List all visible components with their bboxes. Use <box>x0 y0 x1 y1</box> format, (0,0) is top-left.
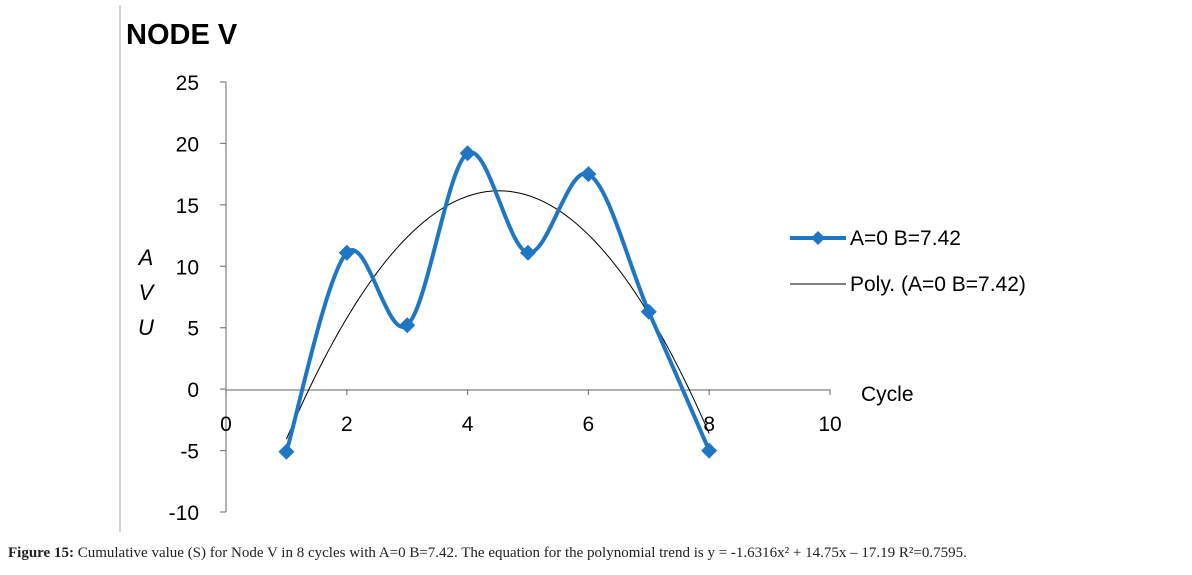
y-ticks: 25 20 15 10 5 0 -5 -10 <box>169 72 226 525</box>
series-a0-b742-line <box>284 150 712 453</box>
series-point <box>278 443 295 460</box>
y-tick-label: 25 <box>176 72 199 95</box>
x-tick-label: 8 <box>703 413 715 436</box>
series-point <box>520 244 536 261</box>
figure-caption: Figure 15: Cumulative value (S) for Node… <box>8 545 1188 562</box>
y-tick-label: 10 <box>176 256 199 279</box>
x-tick-label: 2 <box>341 413 353 436</box>
x-tick-label: 10 <box>818 413 841 436</box>
y-tick-label: 0 <box>187 379 199 402</box>
y-tick-label: 15 <box>176 195 199 218</box>
axes <box>225 82 830 512</box>
series-point <box>580 166 597 183</box>
x-axis-label: Cycle <box>861 383 914 406</box>
chart-title: NODE V <box>126 19 238 51</box>
x-tick-label: 6 <box>583 413 595 436</box>
series-point <box>459 145 476 162</box>
legend-label-poly: Poly. (A=0 B=7.42) <box>850 273 1026 296</box>
series-a0-b742-markers <box>278 145 718 460</box>
legend: A=0 B=7.42 Poly. (A=0 B=7.42) <box>790 227 1026 296</box>
figure-caption-label: Figure 15: <box>8 545 74 561</box>
y-tick-label: 5 <box>187 318 199 341</box>
x-tick-label: 4 <box>462 413 474 436</box>
y-axis-label: AVU <box>137 245 156 340</box>
x-ticks: 0 2 4 6 8 10 <box>220 389 842 436</box>
figure-caption-text: Cumulative value (S) for Node V in 8 cyc… <box>73 545 967 561</box>
legend-marker-a0-b742 <box>811 231 825 245</box>
series-poly-trend-line <box>285 190 710 440</box>
y-axis-label-letter: V <box>139 280 156 305</box>
series-point <box>701 442 718 459</box>
series-point <box>640 303 657 320</box>
x-tick-label: 0 <box>220 413 232 436</box>
y-tick-label: -10 <box>169 502 199 525</box>
y-tick-label: 20 <box>176 133 199 156</box>
series-point <box>338 244 355 261</box>
y-tick-label: -5 <box>180 441 199 464</box>
series-point <box>399 317 416 334</box>
y-axis-label-letter: U <box>138 315 154 340</box>
y-axis-label-letter: A <box>137 245 154 270</box>
chart: NODE V AVU 25 20 15 10 5 0 -5 -10 0 2 4 6 8 10 Cycle… <box>119 5 1026 532</box>
legend-label-a0-b742: A=0 B=7.42 <box>850 227 961 250</box>
